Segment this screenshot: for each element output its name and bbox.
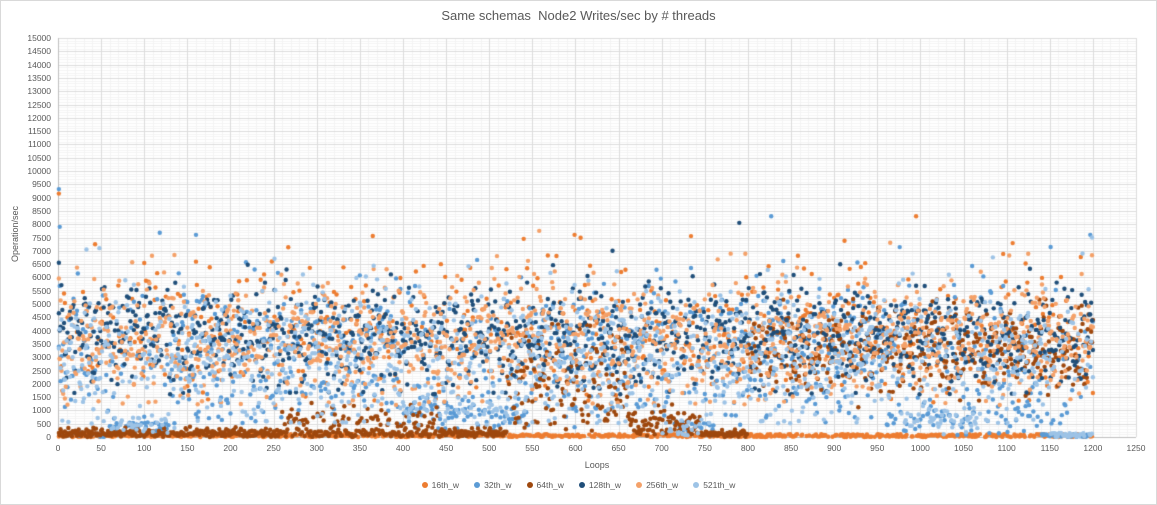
legend-item-128th_w[interactable]: 128th_w [578,480,622,490]
x-tick-label: 1200 [1083,443,1103,453]
y-tick-label: 9000 [32,192,51,203]
legend-label: 521th_w [703,480,736,490]
y-tick-label: 14500 [27,46,51,57]
legend-item-16th_w[interactable]: 16th_w [421,480,460,490]
x-tick-label: 700 [654,443,669,453]
y-tick-label: 4500 [32,312,51,323]
y-tick-label: 2000 [32,378,51,389]
y-tick-label: 5500 [32,285,51,296]
x-axis-title: Loops [584,460,610,470]
y-tick-label: 8500 [32,205,51,216]
y-tick-label: 6000 [32,272,51,283]
legend-marker-icon [421,482,428,488]
x-tick-label: 1050 [954,443,973,453]
y-tick-label: 12500 [27,99,51,110]
y-tick-label: 15000 [27,33,51,43]
y-tick-label: 10000 [27,166,51,176]
x-tick-label: 400 [395,443,411,453]
x-tick-label: 200 [223,443,238,453]
legend-marker-icon [636,482,643,488]
y-tick-label: 2500 [32,365,51,376]
x-tick-label: 350 [352,443,367,453]
legend-item-32th_w[interactable]: 32th_w [474,480,512,490]
y-tick-label: 1000 [32,405,51,416]
y-tick-label: 1500 [32,392,51,403]
x-tick-label: 850 [783,443,799,453]
x-tick-label: 750 [697,443,712,453]
y-tick-label: 7000 [32,245,51,256]
legend-label: 64th_w [536,480,564,490]
legend-label: 32th_w [484,480,512,490]
x-tick-label: 100 [137,443,152,453]
y-tick-label: 0 [46,432,51,442]
x-tick-label: 1150 [1040,443,1059,453]
chart-title: Same schemas Node2 Writes/sec by # threa… [441,8,716,23]
y-tick-label: 8000 [32,219,51,230]
x-tick-label: 650 [611,443,626,453]
y-tick-label: 4000 [32,325,51,336]
legend-label: 128th_w [588,480,622,490]
y-tick-label: 13000 [27,86,51,97]
y-tick-label: 13500 [27,72,51,83]
x-tick-label: 150 [180,443,195,453]
y-tick-label: 9500 [32,179,51,190]
x-tick-label: 550 [525,443,540,453]
legend-item-256th_w[interactable]: 256th_w [636,480,678,490]
y-tick-label: 10500 [27,152,51,163]
x-tick-label: 800 [740,443,755,453]
y-tick-label: 6500 [32,259,51,270]
chart-legend: 16th_w 32th_w 64th_w 128th_w 256th_w 521th_w [1,480,1156,490]
x-tick-label: 1000 [910,443,930,453]
y-tick-label: 14000 [27,59,51,70]
x-tick-label: 950 [870,443,885,453]
x-tick-label: 1100 [997,443,1016,453]
y-tick-label: 5000 [32,299,51,309]
y-tick-label: 11500 [27,126,51,137]
y-tick-label: 3000 [32,352,51,363]
x-tick-label: 900 [827,443,842,453]
legend-marker-icon [474,482,481,488]
x-tick-label: 250 [266,443,281,453]
x-tick-label: 1250 [1126,443,1146,453]
x-tick-label: 50 [96,443,106,453]
x-tick-label: 300 [309,443,324,453]
x-tick-label: 600 [568,443,583,453]
y-tick-label: 11000 [27,139,51,150]
x-tick-label: 450 [438,443,454,453]
y-tick-label: 3500 [32,338,51,349]
y-tick-label: 500 [36,418,51,429]
y-tick-label: 7500 [32,232,51,243]
x-tick-label: 0 [55,443,61,453]
x-tick-label: 500 [482,443,497,453]
legend-label: 256th_w [646,480,679,490]
legend-marker-icon [693,482,700,488]
legend-item-64th_w[interactable]: 64th_w [526,480,564,490]
y-tick-label: 12000 [27,112,51,123]
legend-label: 16th_w [431,480,460,490]
legend-item-521th_w[interactable]: 521th_w [693,480,735,490]
legend-marker-icon [526,482,533,488]
legend-marker-icon [578,482,585,488]
